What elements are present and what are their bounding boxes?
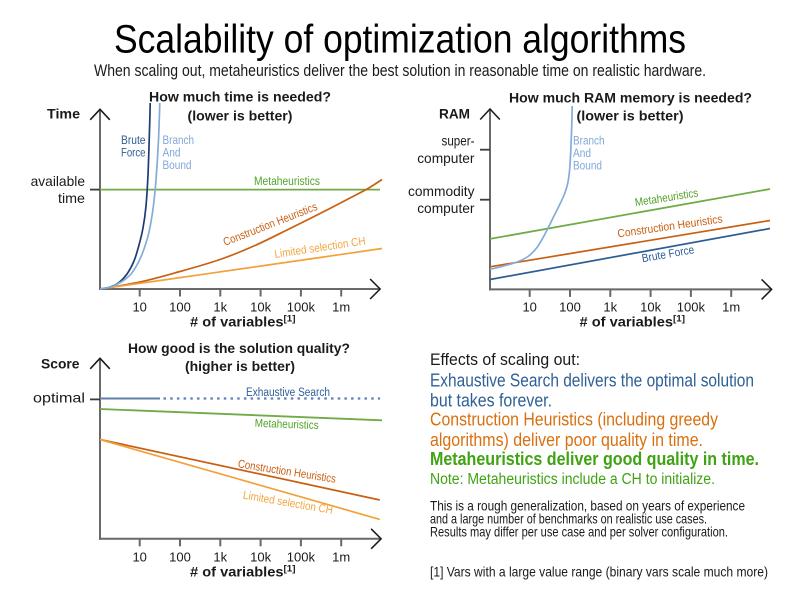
svg-text:100: 100 [169, 550, 191, 565]
svg-text:How much RAM memory is needed?: How much RAM memory is needed? [509, 91, 752, 106]
svg-text:When scaling out, metaheuristi: When scaling out, metaheuristics deliver… [94, 61, 706, 80]
svg-text:Score: Score [41, 356, 80, 372]
svg-text:Scalability of optimization al: Scalability of optimization algorithms [114, 18, 686, 62]
svg-text:algorithms) deliver poor quali: algorithms) deliver poor quality in time… [430, 430, 703, 450]
svg-text:1k: 1k [213, 550, 227, 565]
svg-text:1m: 1m [722, 300, 740, 315]
svg-text:super-: super- [442, 133, 475, 149]
svg-text:And: And [573, 148, 591, 160]
svg-text:Exhaustive Search delivers the: Exhaustive Search delivers the optimal s… [430, 371, 754, 391]
svg-text:time: time [58, 190, 85, 206]
svg-text:Results may differ per use cas: Results may differ per use case and per … [430, 524, 728, 539]
svg-text:10: 10 [132, 550, 146, 565]
svg-text:Branch: Branch [163, 135, 195, 147]
svg-text:Metaheuristics deliver good qu: Metaheuristics deliver good quality in t… [430, 449, 759, 469]
svg-text:10: 10 [522, 300, 536, 315]
svg-text:10k: 10k [640, 300, 661, 315]
svg-text:Effects of scaling out:: Effects of scaling out: [430, 350, 580, 369]
svg-text:Bound: Bound [163, 160, 192, 172]
svg-text:10k: 10k [250, 550, 271, 565]
svg-text:Construction Heuristics (inclu: Construction Heuristics (including greed… [430, 410, 718, 430]
svg-text:Metaheuristics: Metaheuristics [254, 418, 319, 432]
svg-text:How much time is needed?: How much time is needed? [149, 90, 331, 105]
svg-text:Bound: Bound [573, 161, 602, 173]
svg-text:(lower is better): (lower is better) [188, 109, 293, 124]
svg-text:optimal: optimal [33, 390, 85, 406]
svg-text:This is a rough generalization: This is a rough generalization, based on… [430, 499, 745, 514]
svg-text:and a large number of benchmar: and a large number of benchmarks on real… [430, 511, 707, 526]
svg-text:(higher is better): (higher is better) [185, 359, 295, 374]
svg-text:but takes forever.: but takes forever. [430, 390, 552, 410]
svg-text:Time: Time [47, 106, 80, 122]
svg-text:100k: 100k [287, 300, 316, 315]
svg-text:# of variables[1]: # of variables[1] [190, 313, 296, 329]
svg-text:computer: computer [417, 150, 475, 166]
svg-text:1k: 1k [213, 300, 227, 315]
svg-text:1m: 1m [332, 300, 350, 315]
svg-text:(lower is better): (lower is better) [577, 109, 684, 124]
svg-text:100: 100 [559, 300, 581, 315]
svg-text:available: available [31, 173, 86, 189]
svg-text:Force: Force [121, 148, 146, 160]
svg-text:10k: 10k [250, 300, 271, 315]
svg-text:1k: 1k [603, 300, 617, 315]
svg-text:commodity: commodity [408, 183, 475, 199]
svg-text:[1] Vars with a large value ra: [1] Vars with a large value range (binar… [430, 565, 768, 580]
svg-text:And: And [163, 148, 181, 160]
svg-text:Note: Metaheuristics include a: Note: Metaheuristics include a CH to ini… [430, 471, 715, 488]
svg-text:Exhaustive Search: Exhaustive Search [246, 387, 330, 399]
svg-text:How good is the solution quali: How good is the solution quality? [128, 341, 350, 356]
svg-text:100: 100 [169, 300, 191, 315]
svg-text:Metaheuristics: Metaheuristics [254, 176, 320, 188]
svg-text:# of variables[1]: # of variables[1] [190, 563, 296, 579]
svg-text:computer: computer [417, 200, 475, 216]
svg-text:Brute: Brute [121, 135, 146, 147]
svg-text:100k: 100k [287, 550, 316, 565]
svg-text:10: 10 [132, 300, 146, 315]
svg-text:1m: 1m [332, 550, 350, 565]
svg-text:Branch: Branch [573, 136, 605, 148]
svg-text:100k: 100k [677, 300, 706, 315]
svg-text:# of variables[1]: # of variables[1] [580, 313, 686, 329]
svg-text:RAM: RAM [439, 106, 470, 122]
